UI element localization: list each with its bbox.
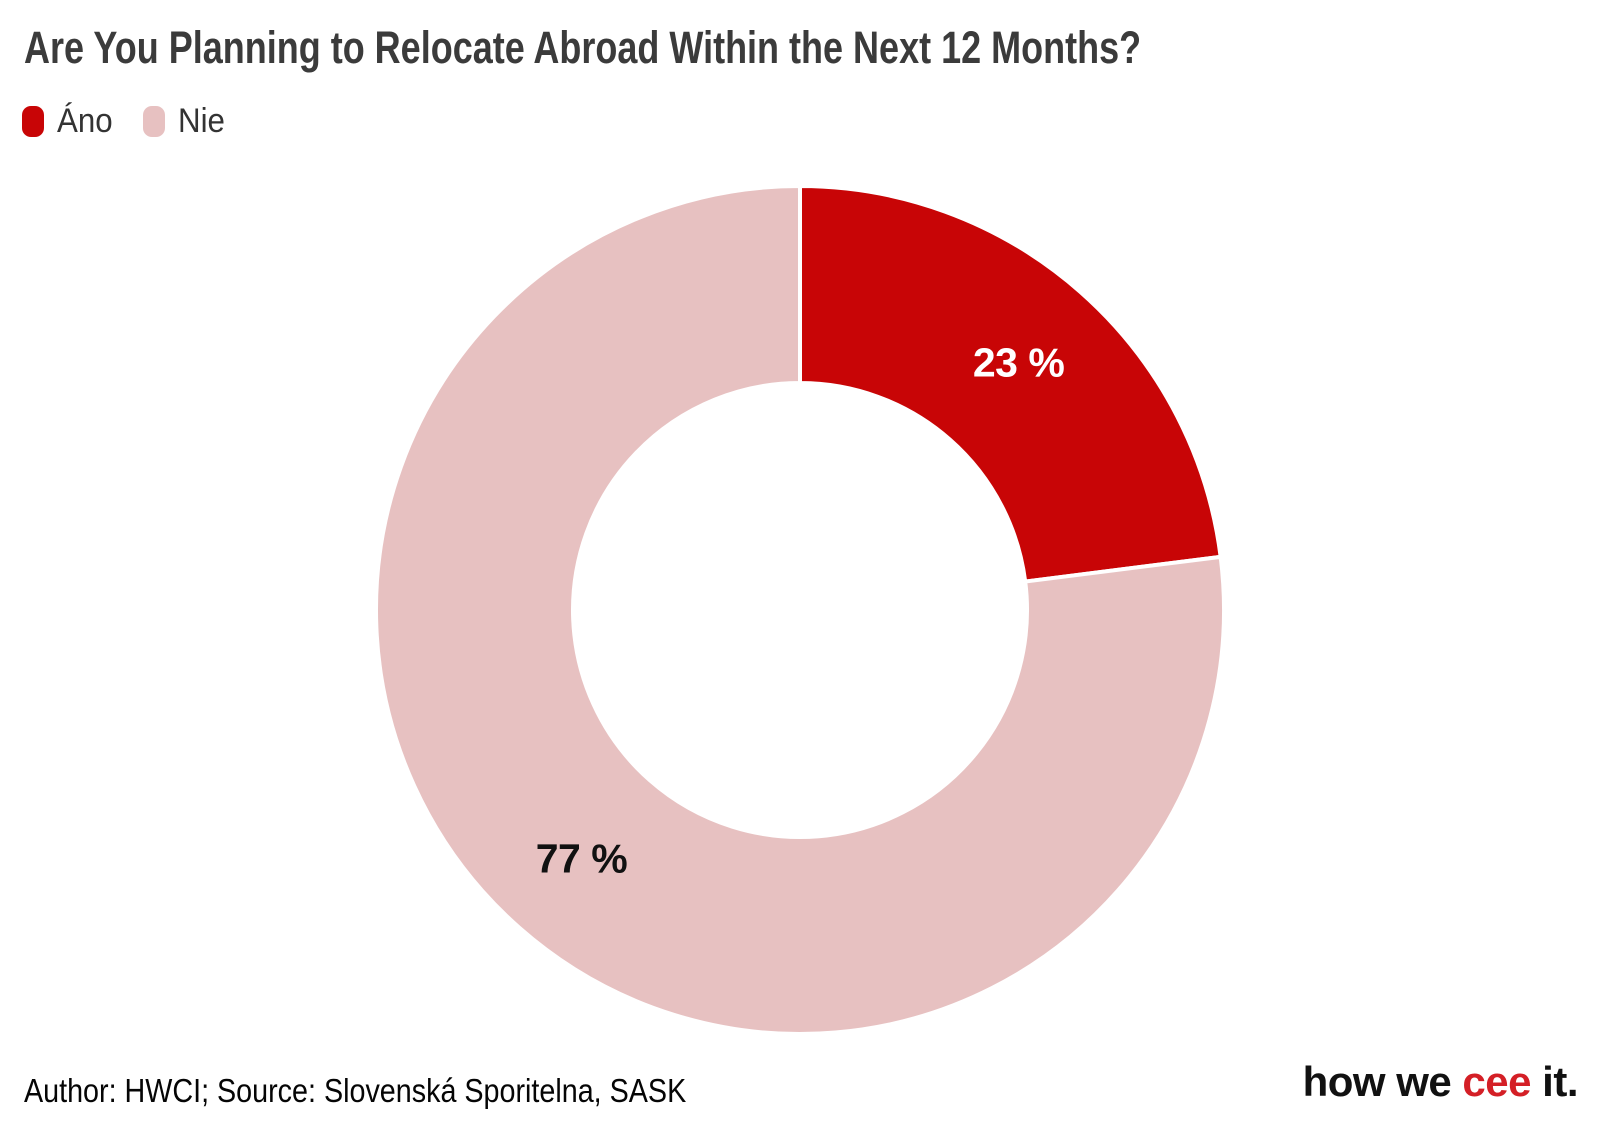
logo-part-how-we: how we <box>1302 1058 1463 1105</box>
logo-part-it: it. <box>1531 1058 1578 1105</box>
legend: Áno Nie <box>22 102 229 141</box>
brand-logo: how we cee it. <box>1302 1058 1579 1106</box>
donut-slice-0 <box>798 184 1223 584</box>
legend-label-nie: Nie <box>177 102 225 140</box>
legend-item-nie: Nie <box>142 102 229 141</box>
legend-swatch-ano <box>22 106 44 137</box>
slice-value-label-ano: 23 % <box>973 339 1064 385</box>
source-note: Author: HWCI; Source: Slovenská Sporitel… <box>24 1072 687 1109</box>
slice-value-label-nie: 77 % <box>536 835 627 881</box>
donut-slice-1 <box>374 184 1226 1036</box>
logo-part-cee: cee <box>1462 1058 1531 1105</box>
chart-title: Are You Planning to Relocate Abroad With… <box>24 22 1142 73</box>
donut-chart: 23 % 77 % <box>374 184 1226 1036</box>
legend-label-ano: Áno <box>57 102 113 140</box>
legend-swatch-nie <box>142 106 165 137</box>
legend-item-ano: Áno <box>22 102 118 141</box>
